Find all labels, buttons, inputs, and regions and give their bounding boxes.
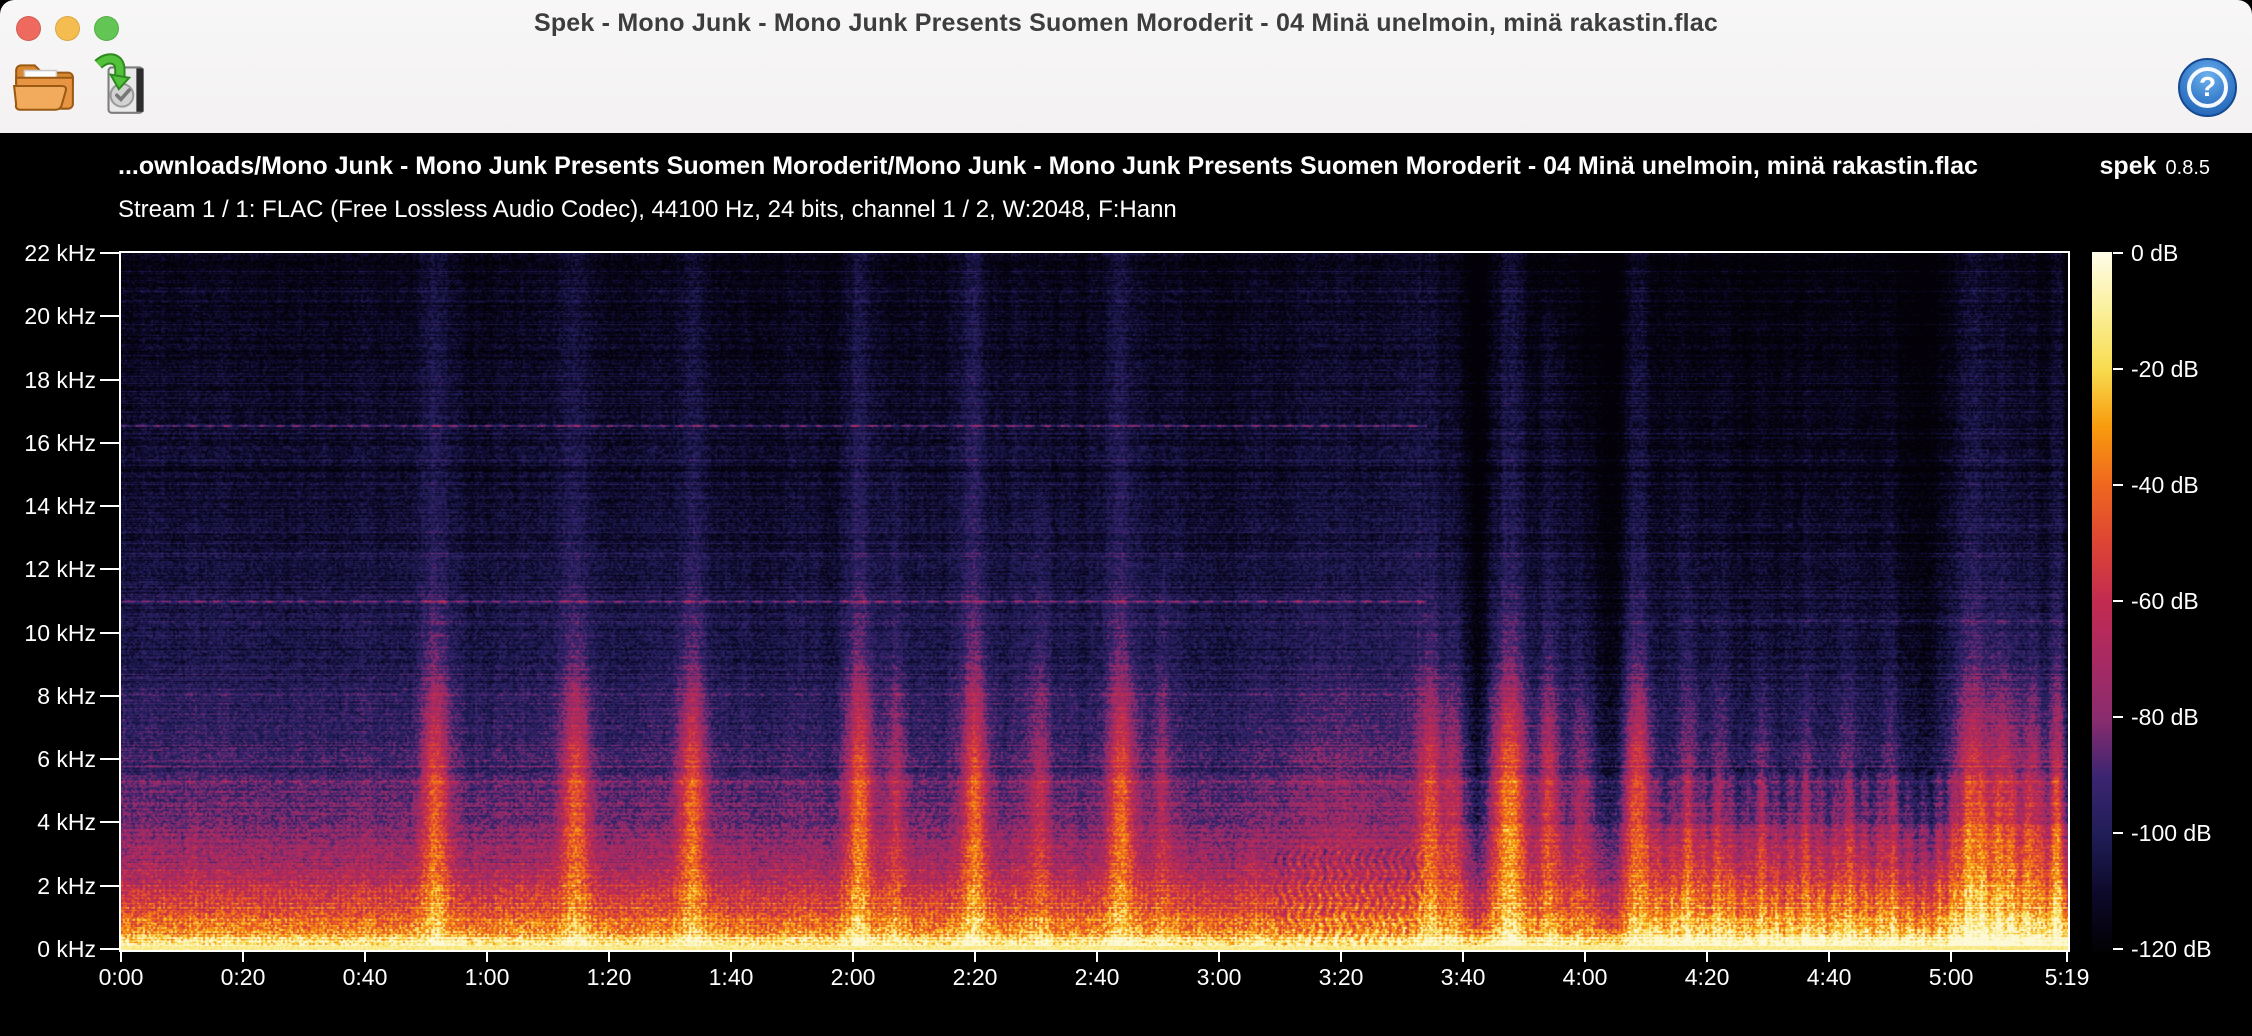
db-tick bbox=[2113, 368, 2123, 370]
freq-tick bbox=[100, 441, 119, 444]
db-tick-label: -100 dB bbox=[2131, 820, 2212, 846]
time-tick bbox=[120, 952, 122, 962]
time-tick-label: 2:40 bbox=[1074, 964, 1120, 990]
time-tick-label: 3:40 bbox=[1440, 964, 1486, 990]
freq-tick-label: 6 kHz bbox=[37, 746, 96, 773]
freq-tick bbox=[100, 505, 119, 508]
time-tick-label: 3:00 bbox=[1196, 964, 1242, 990]
close-button[interactable] bbox=[16, 16, 41, 41]
time-tick-label: 4:20 bbox=[1684, 964, 1730, 990]
freq-tick-label: 0 kHz bbox=[37, 936, 96, 962]
time-tick bbox=[1828, 952, 1831, 962]
db-tick bbox=[2113, 948, 2123, 950]
time-tick bbox=[242, 952, 244, 962]
zoom-button[interactable] bbox=[94, 16, 119, 41]
db-tick-label: -40 dB bbox=[2131, 472, 2199, 498]
freq-tick bbox=[100, 821, 119, 824]
file-path: ...ownloads/Mono Junk - Mono Junk Presen… bbox=[118, 152, 1978, 180]
time-tick bbox=[852, 952, 855, 962]
freq-tick bbox=[100, 884, 119, 887]
freq-tick-label: 12 kHz bbox=[24, 556, 96, 583]
freq-tick bbox=[100, 694, 119, 697]
db-tick-label: 0 dB bbox=[2131, 240, 2179, 266]
window-title: Spek - Mono Junk - Mono Junk Presents Su… bbox=[533, 9, 1719, 37]
db-tick bbox=[2113, 252, 2123, 254]
freq-tick-label: 20 kHz bbox=[24, 303, 96, 330]
db-tick bbox=[2113, 716, 2123, 718]
open-folder-icon bbox=[11, 53, 77, 119]
time-tick-label: 2:20 bbox=[952, 964, 998, 990]
time-tick bbox=[1096, 952, 1099, 962]
save-button[interactable] bbox=[91, 53, 157, 119]
freq-tick-label: 18 kHz bbox=[24, 366, 96, 393]
file-header: ...ownloads/Mono Junk - Mono Junk Presen… bbox=[118, 152, 2210, 181]
stream-info: Stream 1 / 1: FLAC (Free Lossless Audio … bbox=[118, 196, 1177, 223]
freq-tick bbox=[100, 378, 119, 381]
freq-tick-label: 2 kHz bbox=[37, 872, 96, 899]
app-version: 0.8.5 bbox=[2165, 157, 2210, 179]
db-tick-label: -60 dB bbox=[2131, 588, 2199, 614]
freq-tick bbox=[100, 252, 119, 254]
time-tick-label: 3:20 bbox=[1318, 964, 1364, 990]
freq-tick-label: 10 kHz bbox=[24, 619, 96, 646]
time-tick bbox=[1340, 952, 1343, 962]
colorbar-gradient bbox=[2092, 252, 2112, 952]
time-tick-label: 1:40 bbox=[708, 964, 754, 990]
freq-tick bbox=[100, 948, 119, 950]
time-tick bbox=[1584, 952, 1587, 962]
freq-tick-label: 8 kHz bbox=[37, 682, 96, 709]
time-tick-label: 1:20 bbox=[586, 964, 632, 990]
time-tick bbox=[730, 952, 733, 962]
time-tick bbox=[1706, 952, 1709, 962]
db-tick bbox=[2113, 832, 2123, 834]
spectrogram-canvas bbox=[121, 253, 2068, 950]
freq-tick-label: 16 kHz bbox=[24, 429, 96, 456]
open-file-button[interactable] bbox=[11, 53, 77, 119]
time-tick-label: 4:00 bbox=[1562, 964, 1608, 990]
time-tick-label: 4:40 bbox=[1806, 964, 1852, 990]
time-tick-label: 2:00 bbox=[830, 964, 876, 990]
app-name: spek bbox=[2099, 152, 2157, 180]
titlebar: Spek - Mono Junk - Mono Junk Presents Su… bbox=[0, 0, 2252, 133]
time-tick bbox=[364, 952, 366, 962]
db-tick-label: -80 dB bbox=[2131, 704, 2199, 730]
time-tick bbox=[1462, 952, 1465, 962]
time-tick-label: 1:00 bbox=[464, 964, 510, 990]
time-tick bbox=[1218, 952, 1221, 962]
db-tick bbox=[2113, 600, 2123, 602]
freq-tick bbox=[100, 568, 119, 571]
help-button[interactable]: ? bbox=[2178, 58, 2237, 117]
freq-tick bbox=[100, 758, 119, 761]
time-tick bbox=[486, 952, 489, 962]
time-tick-label: 0:40 bbox=[342, 964, 388, 990]
freq-tick bbox=[100, 631, 119, 634]
time-tick-label: 5:00 bbox=[1928, 964, 1974, 990]
time-tick bbox=[608, 952, 611, 962]
time-tick-label: 5:19 bbox=[2044, 964, 2090, 990]
save-icon bbox=[91, 53, 157, 119]
minimize-button[interactable] bbox=[55, 16, 80, 41]
time-tick bbox=[2066, 952, 2068, 962]
freq-tick-label: 22 kHz bbox=[24, 240, 96, 266]
help-icon: ? bbox=[2187, 67, 2228, 108]
freq-tick bbox=[100, 315, 119, 318]
time-tick-label: 0:20 bbox=[220, 964, 266, 990]
app-brand: spek 0.8.5 bbox=[2080, 152, 2210, 181]
time-tick bbox=[974, 952, 977, 962]
time-tick bbox=[1950, 952, 1953, 962]
db-tick-label: -120 dB bbox=[2131, 936, 2212, 962]
freq-tick-label: 4 kHz bbox=[37, 809, 96, 836]
freq-tick-label: 14 kHz bbox=[24, 493, 96, 520]
db-tick bbox=[2113, 484, 2123, 486]
db-tick-label: -20 dB bbox=[2131, 356, 2199, 382]
time-tick-label: 0:00 bbox=[98, 964, 144, 990]
